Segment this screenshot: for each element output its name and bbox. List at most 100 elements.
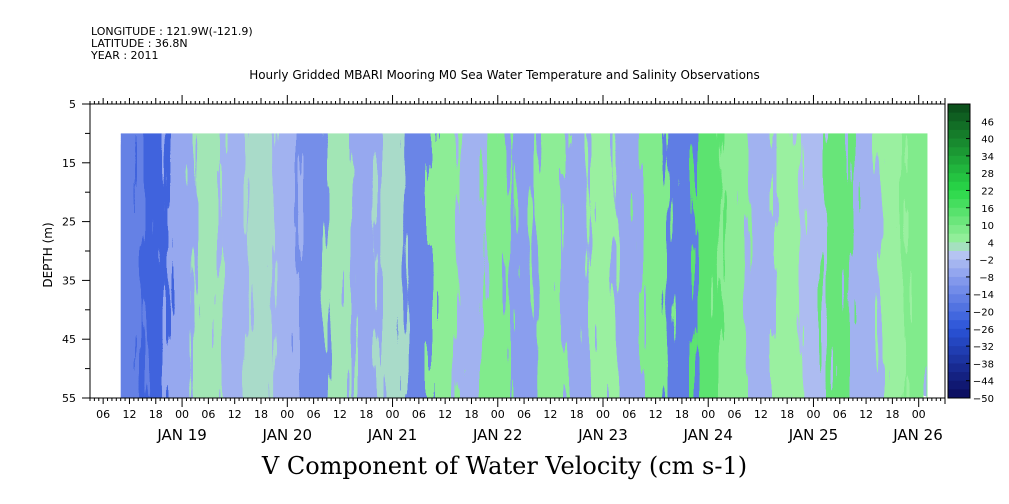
colorbar-frame xyxy=(947,103,971,399)
x-hour-label: 12 xyxy=(859,408,873,421)
x-hour-label: 06 xyxy=(307,408,321,421)
x-day-label: JAN 19 xyxy=(156,426,207,444)
heatmap-band xyxy=(746,104,775,398)
colorbar-swatch xyxy=(948,354,970,364)
x-hour-label: 18 xyxy=(359,408,373,421)
x-hour-label: 00 xyxy=(596,408,610,421)
x-day-label: JAN 22 xyxy=(472,426,523,444)
colorbar-label: 22 xyxy=(981,186,994,197)
colorbar-swatch xyxy=(948,225,970,235)
x-hour-label: 00 xyxy=(175,408,189,421)
x-hour-label: 18 xyxy=(885,408,899,421)
colorbar-swatch xyxy=(948,363,970,373)
x-day-label: JAN 20 xyxy=(262,426,313,444)
colorbar-swatch xyxy=(948,380,970,390)
heatmap-band xyxy=(404,104,433,398)
colorbar-swatch xyxy=(948,251,970,261)
y-tick-label: 15 xyxy=(62,157,76,170)
x-hour-label: 18 xyxy=(464,408,478,421)
colorbar-swatch xyxy=(948,216,970,226)
heatmap-band xyxy=(720,104,749,398)
colorbar-label: −26 xyxy=(973,325,994,336)
no-data-right xyxy=(927,104,945,398)
y-tick-label: 35 xyxy=(62,274,76,287)
x-hour-label: 06 xyxy=(728,408,742,421)
x-hour-label: 12 xyxy=(649,408,663,421)
heatmap-band xyxy=(799,104,828,398)
colorbar-swatch xyxy=(948,320,970,330)
colorbar-swatch xyxy=(948,147,970,157)
colorbar-swatch xyxy=(948,190,970,200)
x-day-label: JAN 23 xyxy=(577,426,628,444)
colorbar-swatch xyxy=(948,242,970,252)
x-hour-label: 12 xyxy=(228,408,242,421)
colorbar-swatch xyxy=(948,294,970,304)
heatmap-band xyxy=(378,104,407,398)
heatmap-band xyxy=(615,104,644,398)
x-axis: 06 12 18 00 06 12 18 00 06 12 18 00 06 12 18 00 06 12 18 00… xyxy=(89,95,946,444)
heatmap xyxy=(90,104,945,398)
x-hour-label: 12 xyxy=(122,408,136,421)
colorbar-label: −44 xyxy=(973,377,994,388)
no-data-left xyxy=(90,104,121,398)
x-day-label: JAN 26 xyxy=(892,426,943,444)
x-hour-label: 12 xyxy=(543,408,557,421)
colorbar-swatch xyxy=(948,311,970,321)
latitude-label: LATITUDE : 36.8N xyxy=(91,37,188,50)
heatmap-band xyxy=(878,104,907,398)
heatmap-band xyxy=(431,104,460,398)
x-hour-label: 12 xyxy=(438,408,452,421)
x-axis-label: V Component of Water Velocity (cm s-1) xyxy=(261,452,748,480)
heatmap-band xyxy=(325,104,355,398)
heatmap-band xyxy=(773,104,802,398)
x-hour-label: 00 xyxy=(491,408,505,421)
longitude-label: LONGITUDE : 121.9W(-121.9) xyxy=(91,25,253,38)
x-day-label: JAN 25 xyxy=(788,426,839,444)
colorbar-label: 46 xyxy=(981,117,994,128)
x-hour-label: 18 xyxy=(675,408,689,421)
heatmap-band xyxy=(562,104,591,398)
heatmap-band xyxy=(299,104,328,398)
x-hour-label: 06 xyxy=(517,408,531,421)
colorbar-label: 40 xyxy=(981,135,994,146)
colorbar-swatch xyxy=(948,199,970,209)
chart-title: Hourly Gridded MBARI Mooring M0 Sea Wate… xyxy=(249,68,760,82)
y-axis-label: DEPTH (m) xyxy=(41,222,55,287)
heatmap-band xyxy=(194,104,223,398)
x-day-label: JAN 21 xyxy=(367,426,418,444)
heatmap-band xyxy=(509,104,539,398)
colorbar-swatch xyxy=(948,268,970,278)
colorbar-swatch xyxy=(948,207,970,217)
x-hour-label: 00 xyxy=(912,408,926,421)
x-hour-label: 06 xyxy=(412,408,426,421)
heatmap-band xyxy=(246,104,276,398)
y-tick-label: 55 xyxy=(62,392,76,405)
heatmap-band xyxy=(825,104,854,398)
colorbar: 46 40 34 28 22 16 10 4 −2 −8 −14 −20 −26 −32 −38 −44 −50 xyxy=(947,103,994,405)
colorbar-swatch xyxy=(948,164,970,174)
heatmap-band xyxy=(457,104,486,398)
colorbar-label: 4 xyxy=(988,238,994,249)
x-day-label: JAN 24 xyxy=(682,426,733,444)
heatmap-band xyxy=(694,104,723,398)
x-hour-label: 06 xyxy=(96,408,110,421)
x-hour-label: 06 xyxy=(201,408,215,421)
colorbar-swatch xyxy=(948,104,970,114)
y-tick-label: 5 xyxy=(69,98,76,111)
x-hour-label: 06 xyxy=(833,408,847,421)
colorbar-label: 16 xyxy=(981,204,994,215)
x-hour-label: 00 xyxy=(386,408,400,421)
colorbar-swatch xyxy=(948,121,970,131)
x-hour-label: 18 xyxy=(149,408,163,421)
colorbar-label: −2 xyxy=(979,256,994,267)
heatmap-band xyxy=(483,104,512,398)
heatmap-band xyxy=(273,104,302,398)
colorbar-label: 10 xyxy=(981,221,994,232)
x-hour-label: 12 xyxy=(754,408,768,421)
colorbar-swatch xyxy=(948,259,970,269)
colorbar-label: 28 xyxy=(981,169,994,180)
heatmap-band xyxy=(352,104,381,398)
x-hour-label: 00 xyxy=(280,408,294,421)
colorbar-label: −50 xyxy=(973,394,994,405)
